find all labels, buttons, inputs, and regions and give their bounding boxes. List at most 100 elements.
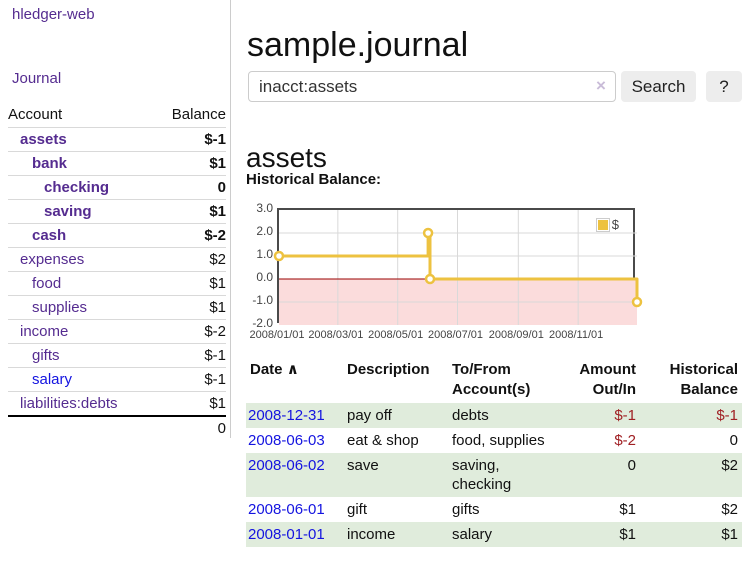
- account-link[interactable]: bank: [32, 155, 68, 172]
- register-date-cell: 2008-06-02: [246, 453, 343, 497]
- register-header-description: Description: [347, 361, 430, 378]
- register-description: pay off: [347, 407, 392, 424]
- sidebar-item-journal[interactable]: Journal: [12, 70, 62, 87]
- x-tick-label: 2008/05/01: [368, 329, 424, 341]
- account-name-cell: supplies: [8, 295, 154, 320]
- accounts-table: Account Balance assets $-1 bank $1 checking 0…: [8, 104, 226, 441]
- account-link[interactable]: liabilities:debts: [20, 395, 118, 412]
- account-row: food $1: [8, 271, 226, 296]
- sidebar: hledger-web Journal Account Balance asse…: [0, 0, 231, 441]
- account-balance: $1: [153, 199, 226, 224]
- account-balance: $1: [153, 391, 226, 417]
- account-name-cell: salary: [8, 367, 154, 392]
- account-link[interactable]: food: [32, 275, 62, 292]
- register-date-link[interactable]: 2008-06-03: [248, 432, 325, 449]
- register-table: Date ∧ Description To/From Account(s) Am…: [246, 358, 742, 547]
- legend-label: $: [611, 217, 619, 232]
- account-link[interactable]: saving: [44, 203, 92, 220]
- register-accounts: debts: [452, 407, 489, 424]
- search-button[interactable]: Search: [621, 71, 696, 102]
- chart-plot-svg: [273, 210, 643, 325]
- register-description: save: [347, 457, 379, 474]
- x-tick-label: 2008/09/01: [488, 329, 544, 341]
- account-name-cell: income: [8, 319, 154, 344]
- clear-search-icon[interactable]: ×: [596, 76, 606, 95]
- y-tick-label: -2.0: [252, 316, 273, 330]
- account-name-cell: bank: [8, 151, 154, 176]
- account-link[interactable]: income: [20, 323, 69, 340]
- accounts-header-balance: Balance: [153, 104, 226, 128]
- register-balance: $2: [721, 457, 738, 474]
- account-balance: $1: [153, 295, 226, 320]
- balance-chart: 3.0 2.0 1.0 0.0 -1.0 -2.0 $ 2008/01/01 2008/03…: [246, 200, 742, 348]
- x-tick-label: 2008/03/01: [308, 329, 364, 341]
- register-header-row: Date ∧ Description To/From Account(s) Am…: [246, 358, 742, 403]
- y-tick-label: 2.0: [256, 224, 273, 238]
- account-name-cell: saving: [8, 199, 154, 224]
- spacer: [8, 415, 154, 441]
- account-row: gifts $-1: [8, 343, 226, 368]
- register-row: 2008-06-01 gift gifts $1 $2: [246, 497, 742, 522]
- account-link[interactable]: gifts: [32, 347, 60, 364]
- register-description: eat & shop: [347, 432, 419, 449]
- account-link[interactable]: assets: [20, 131, 67, 148]
- account-balance: $-2: [153, 319, 226, 344]
- x-tick-label: 2008/01/01: [249, 329, 305, 341]
- register-balance: 0: [729, 432, 738, 449]
- register-date-link[interactable]: 2008-01-01: [248, 526, 325, 543]
- account-page-title: assets: [246, 142, 327, 174]
- register-date-link[interactable]: 2008-06-01: [248, 501, 325, 518]
- register-amount: 0: [627, 457, 636, 474]
- accounts-table-body: assets $-1 bank $1 checking 0 saving $1 cash $-2 e…: [8, 127, 226, 417]
- account-name-cell: assets: [8, 127, 154, 152]
- register-accounts: salary: [452, 526, 493, 543]
- account-link[interactable]: checking: [44, 179, 110, 196]
- register-date-cell: 2008-06-01: [246, 497, 343, 522]
- x-tick-label: 2008/07/01: [427, 329, 484, 341]
- account-link[interactable]: supplies: [32, 299, 88, 316]
- chart-title: Historical Balance:: [246, 171, 382, 188]
- register-date-link[interactable]: 2008-12-31: [248, 407, 325, 424]
- accounts-total-row: 0: [8, 415, 226, 441]
- chart-plot-area: $: [273, 208, 643, 325]
- account-row: bank $1: [8, 151, 226, 176]
- register-table-body: 2008-12-31 pay off debts $-1 $-1 2008-06-03 ea…: [246, 403, 742, 547]
- search-form: × Search ?: [246, 71, 742, 102]
- account-link[interactable]: expenses: [20, 251, 85, 268]
- account-row: supplies $1: [8, 295, 226, 320]
- search-input[interactable]: [248, 71, 616, 102]
- register-date-cell: 2008-12-31: [246, 403, 343, 428]
- y-tick-label: 1.0: [256, 247, 273, 261]
- account-name-cell: checking: [8, 175, 154, 200]
- register-date-link[interactable]: 2008-06-02: [248, 457, 325, 474]
- account-row: expenses $2: [8, 247, 226, 272]
- accounts-header-account: Account: [8, 104, 154, 128]
- account-name-cell: gifts: [8, 343, 154, 368]
- main-content: sample.journal × Search ? assets Histori…: [246, 0, 742, 582]
- account-balance: $-1: [153, 343, 226, 368]
- account-link[interactable]: cash: [32, 227, 67, 244]
- account-link[interactable]: salary: [32, 371, 73, 388]
- register-row: 2008-06-03 eat & shop food, supplies $-2 0: [246, 428, 742, 453]
- register-amount: $-1: [614, 407, 636, 424]
- register-header-date[interactable]: Date ∧: [250, 361, 299, 378]
- register-row: 2008-06-02 save saving, checking 0 $2: [246, 453, 742, 497]
- register-row: 2008-01-01 income salary $1 $1: [246, 522, 742, 547]
- app-title-link[interactable]: hledger-web: [12, 6, 95, 23]
- register-accounts: food, supplies: [452, 432, 545, 449]
- help-button[interactable]: ?: [706, 71, 742, 102]
- register-amount: $1: [619, 501, 636, 518]
- account-name-cell: expenses: [8, 247, 154, 272]
- register-accounts: saving, checking: [452, 457, 512, 493]
- account-row: saving $1: [8, 199, 226, 224]
- register-header-balance: Historical Balance: [669, 361, 738, 398]
- x-tick-label: 2008/11/01: [549, 329, 604, 341]
- y-tick-label: 3.0: [256, 201, 273, 215]
- y-tick-label: -1.0: [252, 293, 273, 307]
- register-balance: $-1: [716, 407, 738, 424]
- accounts-header-row: Account Balance: [8, 104, 226, 128]
- account-balance: $2: [153, 247, 226, 272]
- account-balance: 0: [153, 175, 226, 200]
- account-balance: $-2: [153, 223, 226, 248]
- sort-ascending-icon: ∧: [286, 361, 299, 378]
